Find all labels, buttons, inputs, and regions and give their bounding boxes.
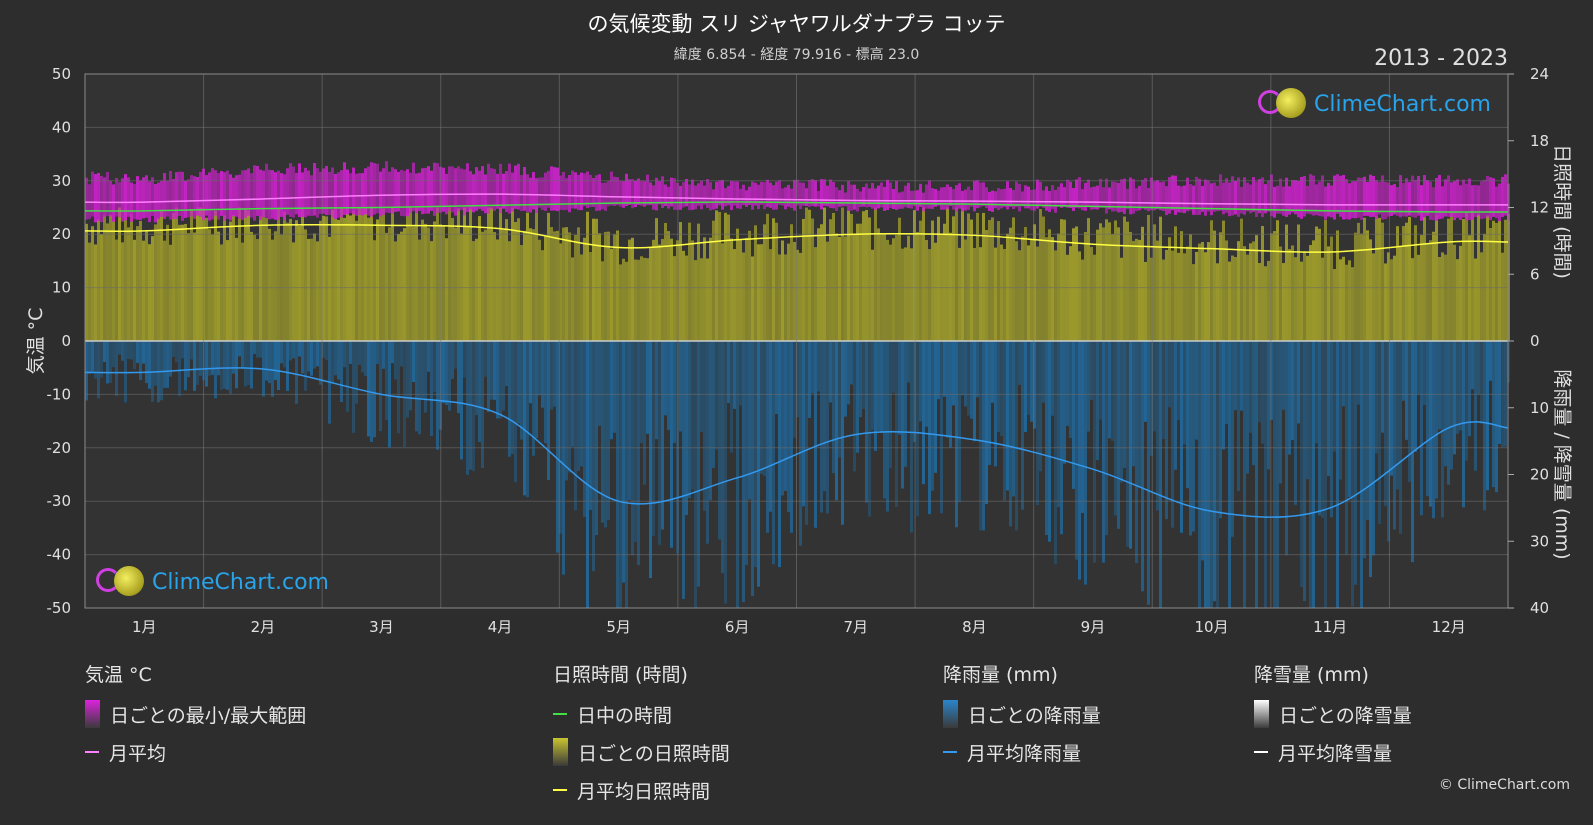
y-right-bottom-tick-label: 10 [1530, 399, 1549, 417]
y-left-tick-label: 10 [52, 279, 71, 297]
legend-heading: 日照時間 (時間) [553, 664, 688, 686]
legend-swatch [85, 751, 99, 753]
legend-swatch [553, 738, 568, 766]
x-tick-label: 4月 [488, 618, 513, 636]
legend-group: 降雪量 (mm) 日ごとの降雪量 月平均降雪量 [1254, 660, 1412, 777]
y-right-top-tick-label: 18 [1530, 132, 1549, 150]
x-tick-label: 6月 [725, 618, 750, 636]
legend-heading: 降雨量 (mm) [943, 664, 1058, 686]
legend-heading: 降雪量 (mm) [1254, 664, 1369, 686]
x-tick-label: 5月 [606, 618, 631, 636]
logo-top[interactable]: ClimeChart.com [1258, 88, 1491, 120]
y-left-tick-label: -10 [47, 385, 72, 403]
x-tick-label: 3月 [369, 618, 394, 636]
legend-group: 降雨量 (mm) 日ごとの降雨量 月平均降雨量 [943, 660, 1101, 777]
legend-label: 日ごとの降雪量 [1279, 704, 1412, 727]
legend-item: 日中の時間 [553, 701, 730, 727]
logo-bottom[interactable]: ClimeChart.com [96, 566, 329, 598]
y-left-tick-label: 0 [61, 332, 71, 350]
legend-swatch [943, 751, 957, 753]
legend-label: 日ごとの日照時間 [578, 742, 730, 765]
y-left-tick-label: -40 [47, 546, 72, 564]
legend-item: 日ごとの降雨量 [943, 700, 1101, 728]
logo-icon [96, 566, 146, 598]
chart-title: の気候変動 スリ ジャヤワルダナプラ コッテ [587, 12, 1006, 36]
x-tick-label: 11月 [1313, 618, 1347, 636]
y-right-top-tick-label: 24 [1530, 65, 1549, 83]
legend-group: 気温 °C 日ごとの最小/最大範囲 月平均 [85, 660, 306, 777]
y-left-tick-label: 30 [52, 172, 71, 190]
legend-label: 日中の時間 [577, 704, 673, 727]
y-left-tick-label: -20 [47, 439, 72, 457]
legend-label: 月平均降雨量 [967, 742, 1082, 765]
legend-label: 日ごとの降雨量 [968, 704, 1101, 727]
y-left-tick-label: -30 [47, 492, 72, 510]
y-right-bottom-tick-label: 30 [1530, 532, 1549, 550]
logo-text: ClimeChart.com [152, 569, 329, 595]
legend-swatch [1254, 700, 1269, 728]
legend-item: 日ごとの降雪量 [1254, 700, 1412, 728]
legend-item: 日ごとの最小/最大範囲 [85, 700, 307, 728]
legend-swatch [943, 700, 958, 728]
legend-swatch [1254, 751, 1268, 753]
y-right-top-tick-label: 6 [1530, 265, 1540, 283]
temp-avg-line [84, 193, 1508, 206]
y-right-bottom-axis-title: 降雨量 / 降雪量 (mm) [1551, 369, 1573, 559]
legend-swatch [553, 789, 567, 791]
y-right-bottom-tick-label: 40 [1530, 599, 1549, 617]
y-left-tick-label: -50 [47, 599, 72, 617]
x-tick-label: 7月 [844, 618, 869, 636]
year-range: 2013 - 2023 [1374, 46, 1508, 71]
legend-label: 月平均日照時間 [577, 780, 711, 803]
x-tick-label: 8月 [962, 618, 987, 636]
x-tick-label: 12月 [1432, 618, 1466, 636]
x-tick-label: 1月 [132, 618, 157, 636]
logo-text: ClimeChart.com [1314, 91, 1491, 117]
y-right-top-axis-title: 日照時間 (時間) [1551, 144, 1573, 279]
sunshine-avg-line [84, 223, 1509, 253]
y-right-bottom-tick-label: 20 [1530, 466, 1549, 484]
legend-label: 日ごとの最小/最大範囲 [110, 704, 307, 727]
legend-label: 月平均降雪量 [1278, 742, 1393, 765]
y-left-axis-title: 気温 °C [25, 308, 47, 375]
x-tick-label: 9月 [1081, 618, 1106, 636]
rain-avg-line [84, 367, 1509, 518]
legend-heading: 気温 °C [85, 664, 152, 686]
y-right-top-tick-label: 12 [1530, 199, 1549, 217]
y-left-tick-label: 20 [52, 225, 71, 243]
chart-subtitle: 緯度 6.854 - 経度 79.916 - 標高 23.0 [673, 47, 920, 63]
legend-item: 月平均降雨量 [943, 739, 1101, 765]
y-right-top-tick-label: 0 [1530, 332, 1540, 350]
copyright: © ClimeChart.com [1438, 777, 1570, 793]
legend-label: 月平均 [109, 742, 167, 765]
y-left-tick-label: 40 [52, 118, 71, 136]
x-tick-label: 2月 [251, 618, 276, 636]
daily-sunshine-bars [85, 207, 1510, 341]
y-left-tick-label: 50 [52, 65, 71, 83]
legend-item: 日ごとの日照時間 [553, 738, 730, 766]
legend-swatch [553, 713, 567, 715]
logo-icon [1258, 88, 1308, 120]
daylight-line [84, 201, 1509, 213]
legend-item: 月平均降雪量 [1254, 739, 1412, 765]
legend-swatch [85, 700, 100, 728]
legend-group: 日照時間 (時間) 日中の時間日ごとの日照時間 月平均日照時間 [553, 660, 730, 815]
daily-temp-range-bars [85, 161, 1510, 223]
legend-item: 月平均日照時間 [553, 777, 730, 803]
legend-item: 月平均 [85, 739, 306, 765]
x-tick-label: 10月 [1194, 618, 1228, 636]
